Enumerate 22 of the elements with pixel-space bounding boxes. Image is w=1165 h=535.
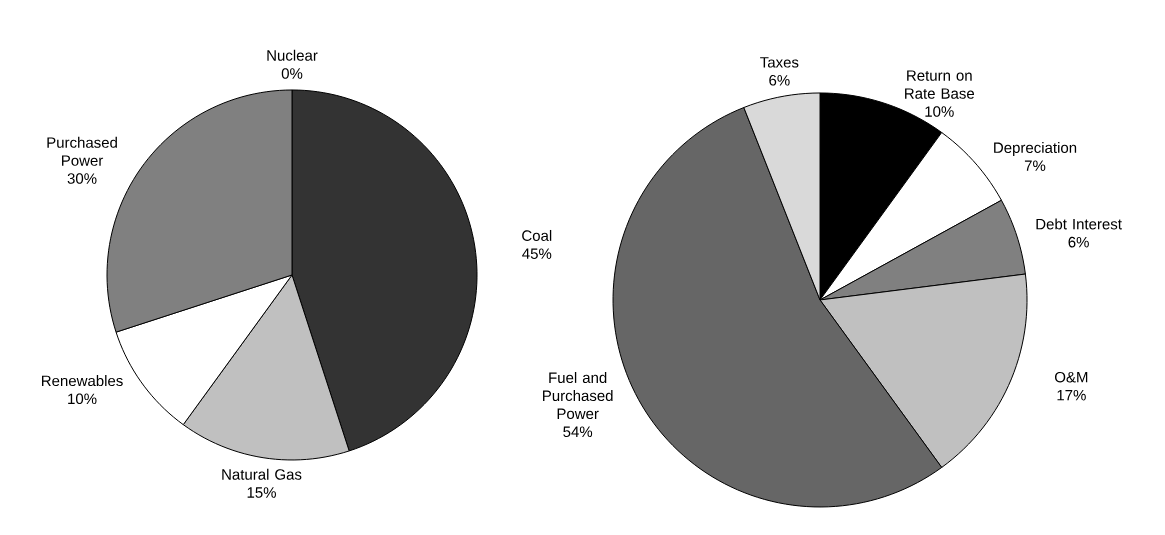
data-label: 30% [67,173,97,184]
category-label: Nuclear [267,49,318,61]
slice-label: Natural Gas [222,468,302,480]
slice-label: Coal [522,229,552,241]
data-label: 54% [563,426,593,438]
data-label: 6% [1068,236,1089,248]
slice-label: Renewables [42,375,123,387]
data-label: 7% [1024,160,1046,171]
data-label: 10% [925,106,954,117]
data-label: 6% [769,75,790,86]
data-label: 45% [522,248,552,259]
slice-label: Return on Rate Base [905,70,975,99]
slice-label: Depreciation [994,142,1077,156]
data-label: 17% [1057,389,1086,401]
text: 0% [281,68,303,79]
slice-label: Fuel and Purchased Power [543,372,613,420]
data-label: 10% [68,393,97,405]
slice-label: Debt Interest [1036,218,1122,230]
slice-label: Taxes [760,57,799,68]
slice-label: O&M [1054,371,1088,383]
slice-label: Purchased Power [47,136,117,166]
data-label: 15% [247,487,276,498]
